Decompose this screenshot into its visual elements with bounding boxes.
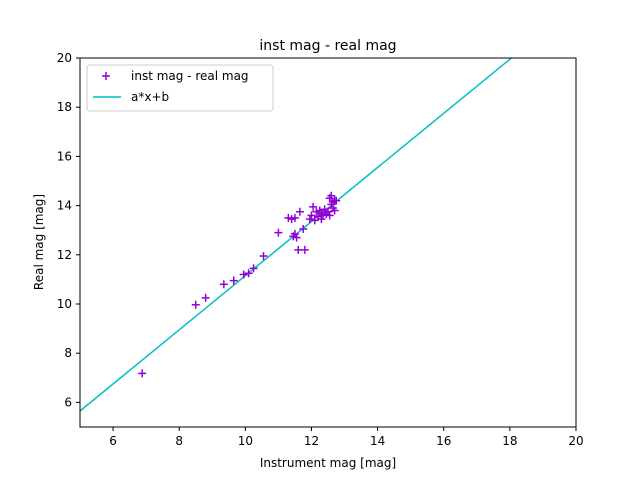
data-point: [305, 215, 314, 224]
y-axis-label: Real mag [mag]: [32, 194, 46, 290]
axes: 6 8 10 12 14 16 18 20 6 8 10 12 14 16 18 20: [57, 51, 584, 448]
y-tick-label: 14: [57, 199, 72, 213]
y-tick-label: 16: [57, 149, 72, 163]
legend: inst mag - real mag a*x+b: [86, 64, 274, 112]
legend-line-label: a*x+b: [131, 90, 169, 104]
y-tick-label: 12: [57, 248, 72, 262]
data-point: [201, 293, 210, 302]
data-point: [300, 245, 309, 254]
x-tick-label: 18: [502, 434, 517, 448]
data-point: [295, 207, 304, 216]
data-point: [327, 191, 336, 200]
data-point: [219, 280, 228, 289]
data-point: [249, 264, 258, 273]
data-point: [259, 252, 268, 261]
legend-scatter-label: inst mag - real mag: [131, 69, 249, 83]
data-point: [330, 206, 339, 215]
data-point: [229, 276, 238, 285]
legend-box: [86, 64, 274, 112]
chart-title: inst mag - real mag: [259, 38, 396, 54]
y-tick-label: 8: [64, 346, 72, 360]
data-point: [138, 369, 147, 378]
y-tick-label: 6: [64, 395, 72, 409]
x-tick-label: 20: [568, 434, 583, 448]
data-point: [274, 228, 283, 237]
data-point: [244, 269, 253, 278]
y-tick-label: 20: [57, 51, 72, 65]
legend-scatter-marker: [102, 72, 110, 80]
data-point: [325, 211, 334, 220]
x-tick-label: 8: [175, 434, 183, 448]
data-point: [309, 202, 318, 211]
y-tick-label: 10: [57, 297, 72, 311]
data-point: [290, 213, 299, 222]
x-tick-label: 6: [109, 434, 117, 448]
x-tick-label: 16: [436, 434, 451, 448]
data-point: [191, 300, 200, 309]
x-axis-label: Instrument mag [mag]: [260, 456, 396, 470]
data-point: [324, 207, 332, 216]
data-point: [307, 211, 316, 220]
plot-area: [80, 58, 513, 412]
data-point: [239, 270, 248, 279]
x-tick-label: 10: [238, 434, 253, 448]
x-tick-label: 12: [304, 434, 319, 448]
data-point: [299, 224, 308, 233]
data-point: [290, 229, 299, 238]
y-tick-label: 18: [57, 100, 72, 114]
data-point: [292, 233, 301, 242]
series-group: [80, 58, 513, 412]
plot-frame: [79, 57, 577, 428]
data-point: [332, 196, 341, 205]
x-tick-label: 14: [370, 434, 385, 448]
